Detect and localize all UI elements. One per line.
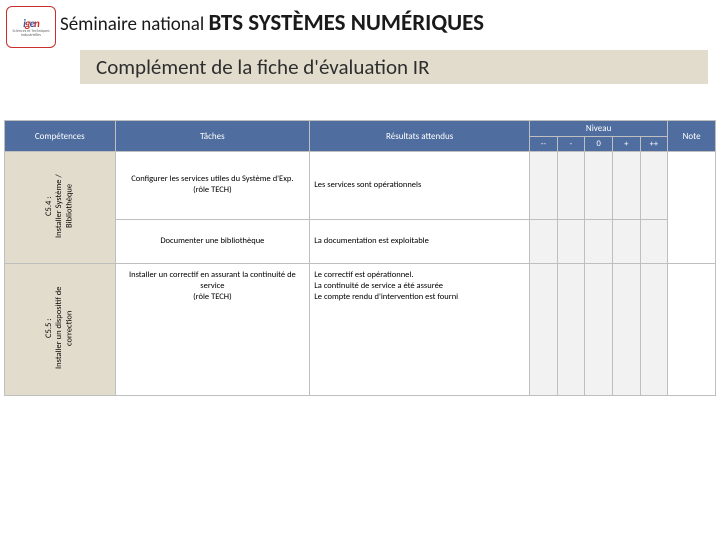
th-taches: Tâches xyxy=(115,121,310,152)
niv-cell xyxy=(557,219,585,263)
niv-cell xyxy=(585,219,613,263)
page-title: Séminaire national BTS SYSTÈMES NUMÉRIQU… xyxy=(60,9,484,37)
niv-cell xyxy=(530,219,558,263)
th-niveau: Niveau xyxy=(530,121,668,137)
note-cell xyxy=(668,152,716,264)
task-cell: Documenter une bibliothèque xyxy=(115,219,310,263)
th-niv-m: - xyxy=(557,137,585,152)
niv-cell xyxy=(530,152,558,220)
niv-cell xyxy=(585,152,613,220)
niv-cell xyxy=(530,264,558,396)
result-cell: La documentation est exploitable xyxy=(310,219,530,263)
subtitle: Complément de la fiche d'évaluation IR xyxy=(96,54,430,80)
th-resultats: Résultats attendus xyxy=(310,121,530,152)
niv-cell xyxy=(640,264,668,396)
th-niv-mm: -- xyxy=(530,137,558,152)
th-niv-0: 0 xyxy=(585,137,613,152)
logo-subtext: Sciences et Techniques Industrielles xyxy=(7,30,55,38)
niv-cell xyxy=(612,264,640,396)
competence-c55-label: C5.5 :Installer un dispositif decorrecti… xyxy=(44,264,75,392)
result-cell: Les services sont opérationnels xyxy=(310,152,530,220)
task-cell: Configurer les services utiles du Systèm… xyxy=(115,152,310,220)
niv-cell xyxy=(612,152,640,220)
title-bar: Séminaire national BTS SYSTÈMES NUMÉRIQU… xyxy=(60,2,716,44)
competence-c54-label: C5.4 :Installer Système /Bibliothèque xyxy=(44,152,75,260)
table-row: C5.4 :Installer Système /Bibliothèque Co… xyxy=(5,152,716,220)
table-head: Compétences Tâches Résultats attendus Ni… xyxy=(5,121,716,152)
evaluation-table-wrap: Compétences Tâches Résultats attendus Ni… xyxy=(4,120,716,396)
task-cell: Installer un correctif en assurant la co… xyxy=(115,264,310,396)
table-row: C5.5 :Installer un dispositif decorrecti… xyxy=(5,264,716,396)
competence-c55: C5.5 :Installer un dispositif decorrecti… xyxy=(5,264,116,396)
logo-text: igen xyxy=(23,17,39,30)
niv-cell xyxy=(640,219,668,263)
logo: igen Sciences et Techniques Industrielle… xyxy=(6,6,56,48)
th-note: Note xyxy=(668,121,716,152)
table-body: C5.4 :Installer Système /Bibliothèque Co… xyxy=(5,152,716,396)
niv-cell xyxy=(557,264,585,396)
evaluation-table: Compétences Tâches Résultats attendus Ni… xyxy=(4,120,716,396)
th-niv-pp: ++ xyxy=(640,137,668,152)
competence-c54: C5.4 :Installer Système /Bibliothèque xyxy=(5,152,116,264)
niv-cell xyxy=(612,219,640,263)
th-competences: Compétences xyxy=(5,121,116,152)
result-cell: Le correctif est opérationnel.La continu… xyxy=(310,264,530,396)
niv-cell xyxy=(640,152,668,220)
title-prefix: Séminaire national xyxy=(60,13,209,36)
title-bold: BTS SYSTÈMES NUMÉRIQUES xyxy=(209,9,484,37)
subtitle-bar: Complément de la fiche d'évaluation IR xyxy=(80,50,708,84)
note-cell xyxy=(668,264,716,396)
niv-cell xyxy=(585,264,613,396)
th-niv-p: + xyxy=(612,137,640,152)
niv-cell xyxy=(557,152,585,220)
